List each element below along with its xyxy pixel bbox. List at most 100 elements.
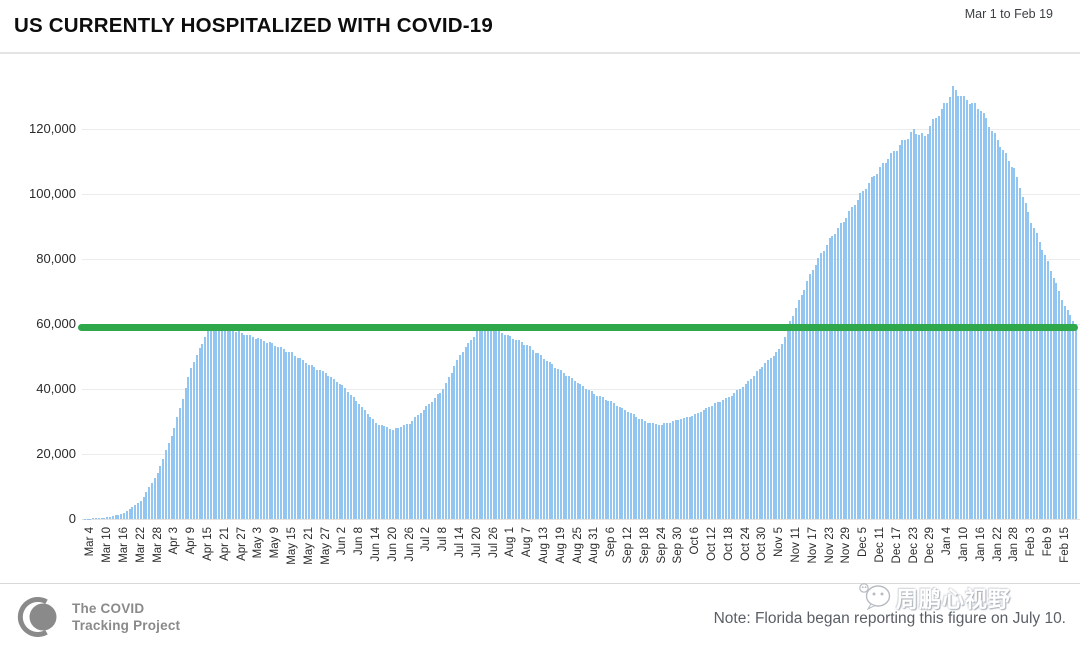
bar <box>344 388 347 519</box>
x-tick-label: Jul 14 <box>454 527 466 558</box>
bar <box>792 316 795 519</box>
bar <box>822 250 826 519</box>
bar <box>218 324 221 519</box>
bar <box>820 253 823 519</box>
bar <box>470 340 473 519</box>
x-tick-label: Nov 23 <box>823 527 836 564</box>
bar <box>554 367 557 519</box>
bar <box>436 394 439 519</box>
bar <box>615 405 618 519</box>
bar <box>125 511 128 519</box>
x-tick-label: Jul 8 <box>437 527 450 552</box>
bar <box>416 414 420 519</box>
bar <box>178 407 182 519</box>
bar <box>514 340 518 519</box>
bar <box>170 436 173 519</box>
bar <box>671 421 674 519</box>
bar <box>232 330 235 519</box>
x-tick-label: Aug 1 <box>504 527 517 558</box>
bar <box>402 424 406 519</box>
bar <box>895 150 898 519</box>
x-tick-label: Jul 26 <box>487 527 500 558</box>
bar <box>425 406 428 519</box>
bar <box>173 428 176 519</box>
bar <box>279 346 282 519</box>
bar <box>806 281 809 519</box>
bar <box>184 387 187 519</box>
ctp-logo-line1: The COVID <box>72 601 145 616</box>
bar <box>1074 324 1078 519</box>
bar <box>783 336 786 519</box>
bar <box>853 205 856 519</box>
bar <box>383 425 386 519</box>
x-tick-label: Jan 16 <box>974 527 987 562</box>
x-tick-label: Sep 6 <box>605 527 618 558</box>
x-tick-label: Dec 17 <box>890 527 903 564</box>
bar <box>710 405 714 519</box>
bar <box>176 417 179 519</box>
bar <box>674 420 677 519</box>
x-tick-label: Nov 5 <box>773 527 786 558</box>
bar <box>965 99 968 519</box>
bar <box>856 200 859 519</box>
bar <box>680 419 683 519</box>
bar <box>271 343 274 519</box>
bar <box>139 501 142 519</box>
bar <box>940 108 943 519</box>
bar <box>803 289 806 519</box>
bar <box>313 367 316 519</box>
bar <box>780 343 784 519</box>
bar <box>660 424 663 519</box>
bar <box>262 341 266 519</box>
bar <box>268 342 271 519</box>
bar <box>708 407 711 519</box>
bar <box>181 398 184 519</box>
bar <box>97 518 100 519</box>
x-tick-label: Mar 10 <box>101 527 114 563</box>
bar <box>1060 300 1064 519</box>
bar <box>433 397 436 519</box>
x-tick-label: Apr 21 <box>218 527 231 561</box>
bar <box>596 395 599 519</box>
bar <box>265 342 268 519</box>
bar <box>604 399 607 519</box>
bar <box>730 395 733 519</box>
y-tick-label: 120,000 <box>29 121 76 136</box>
bar <box>408 423 411 519</box>
bar <box>593 393 596 519</box>
bar <box>685 417 688 519</box>
bar <box>971 103 974 519</box>
bar <box>607 401 610 519</box>
bar <box>974 103 977 519</box>
y-tick-label: 0 <box>68 511 76 526</box>
bar <box>453 366 456 519</box>
bar <box>873 176 876 519</box>
bar <box>850 207 854 519</box>
bar <box>699 412 702 519</box>
bar <box>209 328 212 519</box>
bar <box>808 274 812 519</box>
x-tick-label: Feb 9 <box>1042 527 1054 557</box>
x-tick-label: Mar 16 <box>118 527 130 563</box>
bar <box>736 389 739 519</box>
bar <box>702 409 705 519</box>
bar <box>419 412 422 519</box>
bar <box>755 371 758 519</box>
bar <box>484 325 487 519</box>
bar <box>738 388 742 519</box>
bar <box>652 422 655 519</box>
bar <box>612 403 616 519</box>
bar <box>318 370 322 519</box>
bar <box>948 96 952 519</box>
bar <box>114 515 117 519</box>
bar <box>100 517 103 519</box>
bar <box>1018 188 1022 519</box>
bar <box>428 404 431 519</box>
bar <box>159 466 162 519</box>
bar <box>405 423 408 519</box>
bar <box>299 358 302 519</box>
bar <box>478 329 481 519</box>
bar <box>713 403 716 519</box>
bar <box>562 373 565 519</box>
bar <box>960 96 963 519</box>
